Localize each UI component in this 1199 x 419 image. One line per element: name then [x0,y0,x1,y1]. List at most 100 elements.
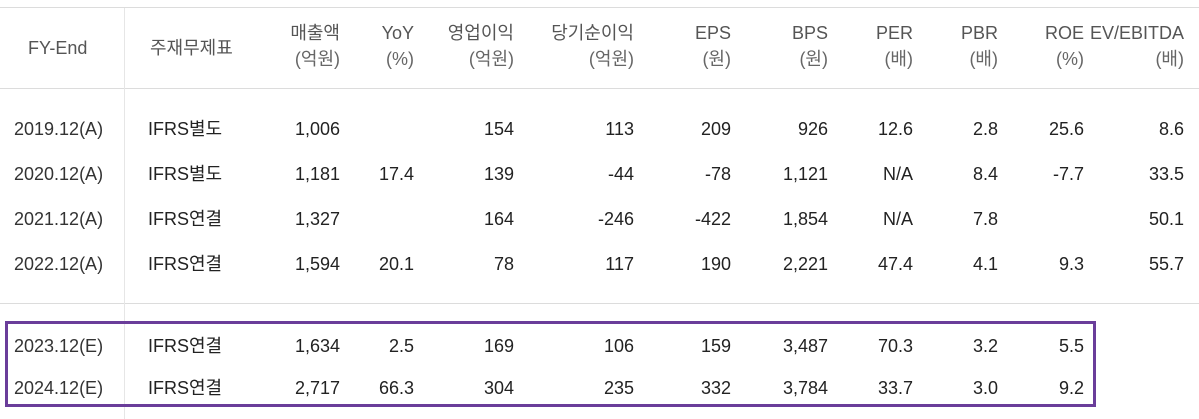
header-unit: (억원) [468,49,514,69]
header-net: 당기순이익 (억원) [551,20,634,72]
header-yoy: YoY (%) [382,20,414,72]
header-separator [0,88,1199,89]
cell-net: 113 [605,119,634,139]
cell-bps: 1,854 [782,209,828,229]
header-label: 영업이익 [447,23,514,43]
header-ac: 주재무제표 [150,35,233,61]
cell-op: 304 [483,378,514,398]
cell-op: 78 [493,254,514,274]
table-top-border [0,7,1199,8]
cell-op: 139 [483,164,514,184]
header-label: PBR [960,23,998,43]
header-label: YoY [381,23,414,43]
cell-sales: 1,181 [294,164,340,184]
cell-ev: 55.7 [1148,254,1184,274]
cell-ac: IFRS연결 [148,254,223,274]
cell-op: 169 [483,336,514,356]
cell-bps: 3,784 [782,378,828,398]
cell-bps: 926 [797,119,828,139]
header-label: PER [875,23,913,43]
cell-eps: 332 [700,378,731,398]
cell-eps: -422 [694,209,731,229]
estimate-group-separator [0,303,1199,304]
header-unit: (배) [884,49,913,69]
cell-fy: 2021.12(A) [14,209,104,229]
cell-sales: 2,717 [294,378,340,398]
cell-per: 33.7 [877,378,913,398]
cell-fy: 2023.12(E) [14,336,104,356]
cell-per: 70.3 [877,336,913,356]
cell-ev: 50.1 [1148,209,1184,229]
cell-op: 164 [483,209,514,229]
cell-per: 47.4 [877,254,913,274]
header-op: 영업이익 (억원) [448,20,514,72]
cell-per: N/A [882,209,913,229]
cell-sales: 1,006 [294,119,340,139]
cell-sales: 1,327 [294,209,340,229]
cell-bps: 1,121 [782,164,828,184]
cell-net: 106 [603,336,634,356]
cell-net: 235 [603,378,634,398]
header-bps: BPS (원) [792,20,828,72]
header-label: 주재무제표 [150,38,233,58]
cell-ac: IFRS연결 [148,336,223,356]
header-unit: (배) [1155,49,1184,69]
cell-pbr: 8.4 [972,164,998,184]
cell-eps: 190 [700,254,731,274]
header-label: EPS [694,23,731,43]
cell-roe: 9.3 [1058,254,1084,274]
cell-bps: 3,487 [782,336,828,356]
cell-eps: -78 [704,164,731,184]
header-unit: (%) [1056,49,1084,69]
estimate-highlight-box [5,321,1096,407]
header-unit: (원) [702,49,731,69]
header-sales: 매출액 (억원) [290,20,340,72]
header-eps: EPS (원) [695,20,731,72]
cell-roe: -7.7 [1052,164,1084,184]
cell-fy: 2024.12(E) [14,378,104,398]
cell-eps: 209 [700,119,731,139]
cell-per: N/A [882,164,913,184]
header-unit: (%) [386,49,414,69]
cell-yoy: 66.3 [378,378,414,398]
header-fy: FY-End [28,35,87,61]
cell-pbr: 2.8 [972,119,998,139]
header-roe: ROE (%) [1045,20,1084,72]
cell-fy: 2020.12(A) [14,164,104,184]
cell-pbr: 3.0 [972,378,998,398]
header-unit: (억원) [588,49,634,69]
cell-eps: 159 [700,336,731,356]
header-unit: (배) [969,49,998,69]
cell-ac: IFRS연결 [148,378,223,398]
cell-ac: IFRS별도 [148,119,223,139]
header-label: BPS [791,23,828,43]
cell-fy: 2019.12(A) [14,119,104,139]
cell-roe: 5.5 [1058,336,1084,356]
cell-sales: 1,634 [294,336,340,356]
cell-net: 117 [605,254,634,274]
cell-pbr: 3.2 [972,336,998,356]
cell-yoy: 2.5 [388,336,414,356]
header-unit: (억원) [294,49,340,69]
cell-yoy: 20.1 [378,254,414,274]
header-label: ROE [1044,23,1084,43]
cell-fy: 2022.12(A) [14,254,104,274]
header-pbr: PBR (배) [961,20,998,72]
header-label: FY-End [28,38,88,58]
cell-pbr: 4.1 [972,254,998,274]
cell-roe: 25.6 [1048,119,1084,139]
header-label: 당기순이익 [551,23,634,43]
header-label: EV/EBITDA [1089,23,1184,43]
header-unit: (원) [799,49,828,69]
cell-yoy: 17.4 [378,164,414,184]
cell-pbr: 7.8 [972,209,998,229]
header-label: 매출액 [290,23,340,43]
first-column-divider [124,8,125,419]
cell-sales: 1,594 [294,254,340,274]
header-per: PER (배) [876,20,913,72]
cell-net: -44 [607,164,634,184]
cell-op: 154 [483,119,514,139]
cell-ev: 8.6 [1158,119,1184,139]
cell-ev: 33.5 [1148,164,1184,184]
